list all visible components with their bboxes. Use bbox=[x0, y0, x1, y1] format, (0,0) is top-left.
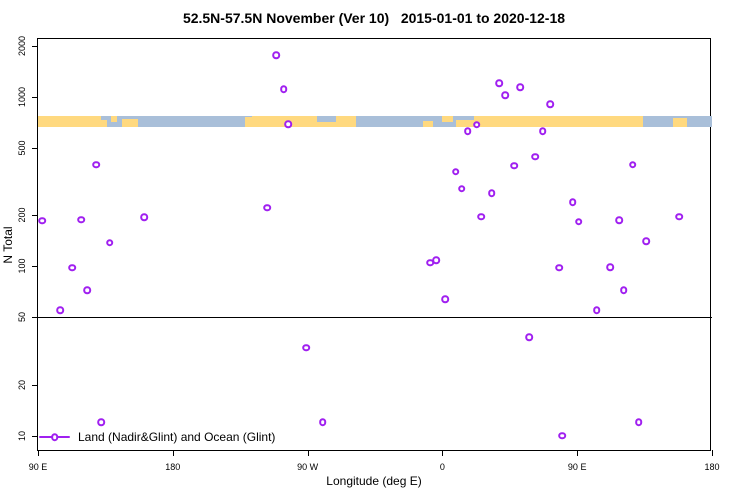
x-tick-label: 180 bbox=[704, 462, 720, 472]
data-point bbox=[83, 286, 92, 295]
data-point bbox=[538, 127, 547, 135]
data-point bbox=[516, 83, 525, 91]
data-point bbox=[302, 344, 310, 352]
y-tick-label: 50 bbox=[17, 312, 27, 323]
y-tick-label: 20 bbox=[17, 379, 27, 390]
data-point bbox=[592, 306, 601, 315]
data-point bbox=[272, 51, 280, 59]
y-tick-label: 10 bbox=[17, 430, 27, 441]
data-point bbox=[488, 189, 496, 197]
data-point bbox=[619, 286, 628, 295]
data-point bbox=[675, 213, 683, 221]
y-tick-mark bbox=[32, 435, 37, 437]
data-point bbox=[568, 198, 577, 206]
y-tick-mark bbox=[32, 147, 37, 149]
x-tick-label: 0 bbox=[439, 462, 445, 472]
data-point bbox=[642, 237, 650, 245]
data-point bbox=[555, 263, 564, 272]
plot-area: 10 20 50 100 200 500 1000 2000 90 E 180 90 W 0 90 E 1… bbox=[17, 36, 720, 472]
data-point bbox=[495, 79, 504, 87]
x-tick-mark bbox=[442, 450, 444, 456]
y-tick-mark bbox=[32, 266, 37, 268]
land-patch bbox=[442, 115, 453, 123]
land-patch bbox=[673, 117, 687, 127]
data-point bbox=[68, 263, 77, 272]
data-point bbox=[452, 168, 460, 176]
y-axis-label: N Total bbox=[1, 226, 15, 264]
data-point bbox=[628, 161, 637, 169]
x-tick-label: 90 E bbox=[567, 462, 587, 472]
data-point bbox=[106, 238, 114, 247]
land-patch bbox=[422, 120, 434, 127]
land-segment bbox=[473, 115, 644, 127]
data-point bbox=[606, 263, 614, 271]
land-patch bbox=[244, 117, 253, 127]
land-patch bbox=[455, 119, 474, 127]
x-tick-label: 90 E bbox=[28, 462, 48, 472]
data-point bbox=[574, 218, 583, 226]
y-tick-label: 500 bbox=[17, 140, 27, 156]
data-point bbox=[432, 256, 441, 264]
x-axis-label: Longitude (deg E) bbox=[326, 474, 422, 488]
data-point bbox=[77, 216, 86, 224]
data-point bbox=[634, 418, 643, 426]
land-patch bbox=[111, 115, 118, 122]
data-point bbox=[473, 121, 481, 129]
y-tick-mark bbox=[32, 317, 37, 319]
land-ocean-band bbox=[38, 115, 712, 127]
data-point bbox=[140, 213, 149, 221]
data-point bbox=[525, 333, 534, 342]
data-point bbox=[92, 161, 101, 169]
reference-line-50 bbox=[38, 317, 712, 319]
y-tick-mark bbox=[32, 384, 37, 386]
y-tick-mark bbox=[32, 96, 37, 98]
data-point bbox=[97, 418, 105, 426]
data-point bbox=[558, 431, 567, 440]
data-point bbox=[477, 213, 486, 221]
data-point bbox=[510, 162, 519, 170]
data-point bbox=[318, 418, 327, 426]
x-tick-label: 180 bbox=[165, 462, 181, 472]
x-tick-mark bbox=[712, 450, 713, 456]
y-tick-label: 1000 bbox=[17, 86, 27, 107]
x-tick-mark bbox=[307, 450, 309, 456]
data-point bbox=[441, 295, 450, 303]
data-point bbox=[38, 216, 47, 225]
legend-label: Land (Nadir&Glint) and Ocean (Glint) bbox=[78, 430, 276, 444]
chart-title: 52.5N-57.5N November (Ver 10) 2015-01-01… bbox=[182, 10, 566, 26]
x-tick-label: 90 W bbox=[297, 462, 319, 472]
x-tick-mark bbox=[172, 450, 174, 456]
data-point bbox=[501, 91, 510, 99]
y-tick-mark bbox=[32, 46, 37, 47]
land-patch bbox=[100, 119, 107, 127]
legend-marker-line bbox=[39, 433, 70, 441]
data-point bbox=[284, 120, 292, 128]
y-tick-label: 2000 bbox=[17, 35, 27, 57]
ocean-patch bbox=[316, 115, 337, 123]
y-tick-label: 100 bbox=[17, 258, 27, 274]
land-patch bbox=[121, 119, 139, 127]
y-tick-mark bbox=[32, 215, 37, 217]
land-segment bbox=[38, 115, 101, 127]
data-point bbox=[56, 306, 65, 315]
data-point bbox=[279, 85, 288, 93]
data-point bbox=[615, 216, 623, 225]
y-tick-label: 200 bbox=[17, 207, 27, 223]
x-tick-mark bbox=[577, 450, 579, 456]
data-point bbox=[458, 184, 466, 193]
data-point bbox=[464, 127, 472, 135]
data-point bbox=[546, 100, 555, 108]
x-tick-mark bbox=[38, 450, 39, 456]
land-segment bbox=[252, 115, 356, 127]
legend-marker-circle-icon bbox=[50, 433, 59, 441]
legend: Land (Nadir&Glint) and Ocean (Glint) bbox=[39, 430, 275, 444]
data-point bbox=[263, 203, 271, 212]
data-point bbox=[531, 153, 540, 161]
